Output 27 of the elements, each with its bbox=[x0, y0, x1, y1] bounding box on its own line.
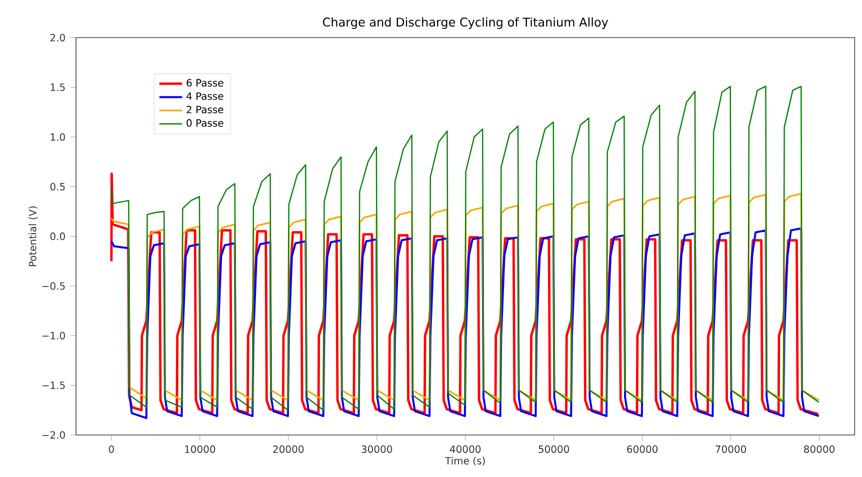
y-tick-label: 0.5 bbox=[50, 182, 65, 190]
x-tick-label: 40000 bbox=[450, 445, 481, 453]
legend-label: 2 Passe bbox=[186, 106, 224, 114]
y-tick-label: −2.0 bbox=[42, 431, 65, 439]
x-tick-label: 70000 bbox=[716, 445, 746, 453]
x-axis-title: Time (s) bbox=[444, 456, 485, 466]
line-series bbox=[110, 227, 820, 420]
y-tick-label: −1.5 bbox=[42, 382, 65, 390]
legend-label: 4 Passe bbox=[186, 92, 224, 100]
y-tick-label: 1.5 bbox=[50, 84, 65, 92]
x-tick-label: 50000 bbox=[538, 445, 570, 453]
legend-label: 6 Passe bbox=[186, 79, 224, 87]
y-tick-label: 1.0 bbox=[50, 133, 65, 141]
y-tick-label: −0.5 bbox=[42, 282, 65, 290]
x-tick-label: 30000 bbox=[362, 445, 392, 453]
legend-label: 0 Passe bbox=[186, 119, 224, 127]
x-tick-label: 60000 bbox=[627, 445, 658, 453]
x-tick-label: 20000 bbox=[273, 445, 304, 453]
y-axis-title: Potential (V) bbox=[28, 206, 38, 266]
x-tick-label: 10000 bbox=[185, 445, 216, 453]
y-tick-label: 2.0 bbox=[50, 34, 65, 42]
y-tick-label: 0.0 bbox=[50, 232, 65, 240]
y-tick-label: −1.0 bbox=[42, 332, 65, 340]
chart-title: Charge and Discharge Cycling of Titanium Alloy bbox=[322, 17, 608, 29]
x-tick-label: 80000 bbox=[804, 445, 834, 453]
x-tick-label: 0 bbox=[108, 445, 114, 453]
line-series bbox=[110, 86, 820, 411]
